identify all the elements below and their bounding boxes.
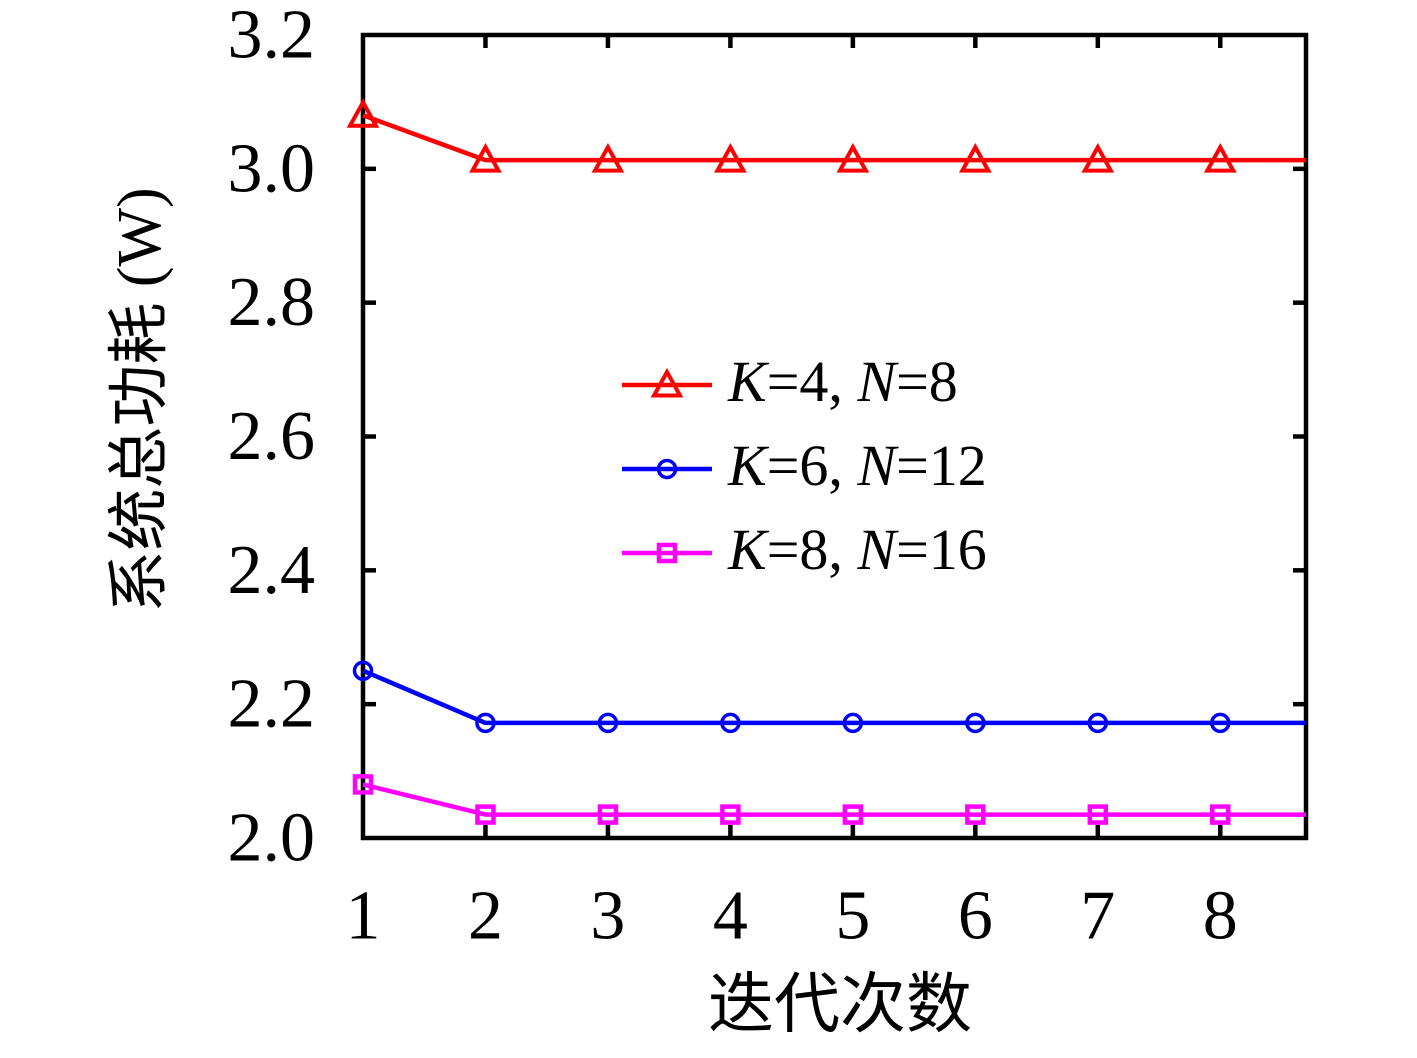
x-tick-label: 7 bbox=[1080, 878, 1115, 955]
marker-triangle-icon bbox=[346, 98, 380, 128]
legend-label-part: K bbox=[727, 349, 770, 414]
y-axis-label: 系统总功耗 (W) bbox=[106, 187, 174, 612]
legend-label-part: =16 bbox=[896, 517, 987, 582]
legend-label-part: K bbox=[727, 433, 770, 498]
marker-triangle-icon bbox=[469, 143, 502, 173]
legend-label-part: N bbox=[856, 433, 899, 498]
marker-square-icon bbox=[1087, 804, 1109, 825]
series-k-8-n-16 bbox=[352, 774, 1306, 825]
legend-label-part: =12 bbox=[896, 433, 987, 498]
legend-label-part: N bbox=[856, 517, 899, 582]
legend-label-part: =8 bbox=[896, 349, 958, 414]
x-tick-label: 3 bbox=[590, 878, 625, 955]
marker-triangle-icon bbox=[836, 143, 870, 173]
x-tick-label: 2 bbox=[468, 878, 503, 955]
marker-circle-icon bbox=[352, 660, 374, 681]
legend-label-part: =8, bbox=[767, 517, 858, 582]
x-tick-label: 8 bbox=[1203, 878, 1238, 955]
marker-circle-icon bbox=[1210, 712, 1231, 734]
marker-triangle-icon bbox=[1081, 143, 1115, 173]
x-axis-label: 迭代次数 bbox=[708, 969, 972, 1042]
y-tick-label: 3.2 bbox=[228, 0, 316, 74]
marker-square-icon bbox=[352, 774, 374, 795]
marker-circle-icon bbox=[475, 712, 496, 734]
legend-label: K=6, N=12 bbox=[727, 433, 987, 498]
series-k-4-n-8 bbox=[346, 98, 1306, 173]
legend: K=4, N=8K=6, N=12K=8, N=16 bbox=[622, 349, 987, 582]
marker-circle-icon bbox=[656, 458, 678, 480]
series-line bbox=[362, 668, 1306, 726]
legend-label-part: =4, bbox=[767, 349, 858, 414]
legend-item: K=8, N=16 bbox=[622, 517, 987, 582]
marker-triangle-icon bbox=[958, 143, 992, 173]
marker-circle-icon bbox=[720, 712, 741, 734]
marker-square-icon bbox=[597, 804, 619, 825]
x-tick-label: 4 bbox=[713, 878, 748, 955]
series-line bbox=[362, 113, 1306, 163]
marker-square-icon bbox=[475, 804, 496, 825]
y-tick-label: 2.0 bbox=[228, 800, 316, 877]
legend-label: K=4, N=8 bbox=[727, 349, 958, 414]
marker-circle-icon bbox=[1087, 712, 1109, 734]
marker-square-icon bbox=[1210, 804, 1231, 825]
y-tick-label: 2.8 bbox=[228, 264, 316, 341]
marker-square-icon bbox=[656, 542, 678, 564]
marker-square-icon bbox=[842, 804, 864, 825]
marker-triangle-icon bbox=[714, 143, 747, 173]
marker-circle-icon bbox=[842, 712, 864, 734]
marker-triangle-icon bbox=[1203, 143, 1237, 173]
x-tick-label: 6 bbox=[958, 878, 993, 955]
axis-ticks bbox=[363, 35, 1306, 838]
series-line bbox=[362, 782, 1306, 817]
series-k-6-n-12 bbox=[352, 660, 1306, 734]
legend-label: K=8, N=16 bbox=[727, 517, 987, 582]
legend-item: K=4, N=8 bbox=[622, 349, 958, 414]
x-tick-label: 5 bbox=[835, 878, 870, 955]
marker-triangle-icon bbox=[591, 143, 625, 173]
y-tick-label: 3.0 bbox=[228, 130, 316, 207]
marker-triangle-icon bbox=[650, 367, 684, 398]
marker-circle-icon bbox=[965, 712, 986, 734]
y-tick-label: 2.2 bbox=[228, 666, 316, 743]
marker-square-icon bbox=[965, 804, 986, 825]
x-tick-label: 1 bbox=[346, 878, 381, 955]
tick-labels: 1 2 3 4 5 6 7 8 2.0 2.2 2.4 2.6 2.8 3.0 3.2 bbox=[228, 0, 1238, 955]
legend-label-part: =6, bbox=[767, 433, 858, 498]
marker-square-icon bbox=[720, 804, 741, 825]
y-tick-label: 2.6 bbox=[228, 398, 316, 475]
y-tick-label: 2.4 bbox=[228, 532, 316, 609]
legend-label-part: K bbox=[727, 517, 770, 582]
legend-item: K=6, N=12 bbox=[622, 433, 987, 498]
marker-circle-icon bbox=[597, 712, 619, 734]
legend-label-part: N bbox=[856, 349, 899, 414]
